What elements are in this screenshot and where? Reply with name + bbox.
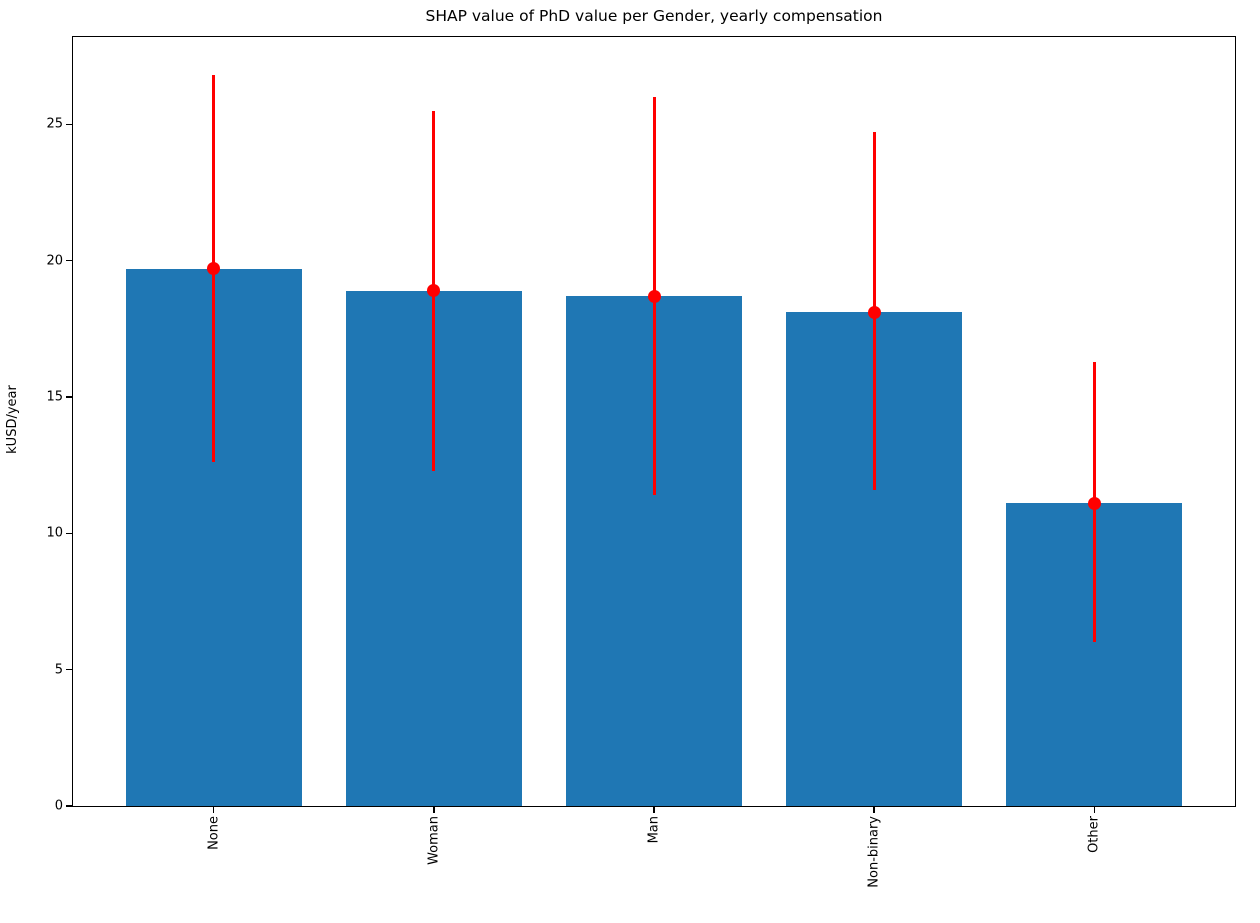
x-tick-label: Man xyxy=(646,816,662,846)
plot-area: 0 5 10 15 20 25 None Woman Man Non-binary Other xyxy=(46,36,1236,888)
y-tick-label: 10 xyxy=(46,525,63,541)
data-point-dot xyxy=(427,284,441,298)
x-tick-label: Woman xyxy=(426,816,442,868)
data-point-dot xyxy=(867,305,881,319)
y-tick-label: 20 xyxy=(46,253,63,269)
chart-title: SHAP value of PhD value per Gender, year… xyxy=(425,7,883,25)
x-tick-mark xyxy=(1093,807,1095,813)
data-point-dot xyxy=(207,262,221,276)
y-tick-mark xyxy=(66,669,72,671)
x-tick-mark xyxy=(653,807,655,813)
x-tick-label: Non-binary xyxy=(866,816,882,891)
x-tick-label-text: Non-binary xyxy=(866,816,882,888)
y-tick-label: 15 xyxy=(46,389,63,405)
y-tick-label: 0 xyxy=(54,798,63,814)
x-tick-label-text: Other xyxy=(1086,816,1102,853)
data-point-dot xyxy=(647,289,661,303)
y-axis-label: kUSD/year xyxy=(5,385,20,457)
y-tick-mark xyxy=(66,123,72,125)
y-axis-label-text: kUSD/year xyxy=(5,385,20,454)
x-tick-label-text: Woman xyxy=(426,816,442,865)
y-tick-mark xyxy=(66,805,72,807)
x-tick-mark xyxy=(433,807,435,813)
x-tick-label-text: Man xyxy=(646,816,662,844)
y-tick-label: 25 xyxy=(46,116,63,132)
y-tick-mark xyxy=(66,396,72,398)
x-tick-mark xyxy=(873,807,875,813)
y-tick-label: 5 xyxy=(54,662,63,678)
y-tick-mark xyxy=(66,259,72,262)
x-tick-label: None xyxy=(206,816,222,853)
x-tick-mark xyxy=(213,807,215,813)
x-tick-label: Other xyxy=(1086,816,1102,856)
x-tick-label-text: None xyxy=(206,816,222,850)
data-point-dot xyxy=(1087,496,1101,510)
y-tick-mark xyxy=(66,532,72,534)
